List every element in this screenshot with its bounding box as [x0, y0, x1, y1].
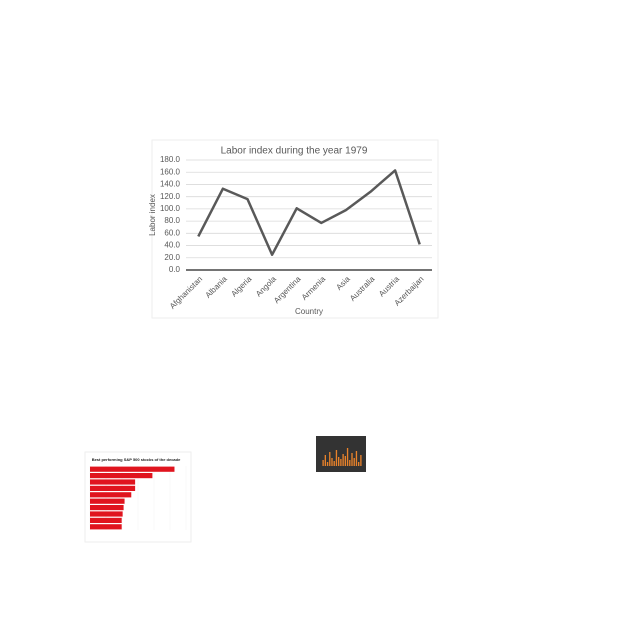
bar: [346, 448, 349, 466]
bar: [90, 511, 123, 517]
y-axis-label: Labor index: [148, 194, 157, 236]
y-tick-label: 0.0: [169, 265, 181, 274]
y-tick-label: 180.0: [160, 155, 181, 164]
bar: [335, 450, 338, 466]
y-tick-label: 60.0: [164, 228, 180, 237]
y-tick-label: 40.0: [164, 241, 180, 250]
bar: [338, 457, 340, 466]
y-tick-label: 120.0: [160, 192, 181, 201]
bar: [355, 451, 358, 466]
bar: [331, 458, 333, 466]
bar: [90, 485, 136, 491]
y-tick-label: 80.0: [164, 216, 180, 225]
bar: [360, 455, 362, 466]
bar: [90, 517, 122, 523]
bar: [90, 505, 124, 511]
x-axis-label: Country: [295, 307, 323, 316]
chart-frame: [151, 139, 439, 319]
bar: [90, 479, 136, 485]
thumbnail-background: [316, 436, 366, 472]
y-tick-label: 160.0: [160, 167, 181, 176]
bar: [333, 461, 335, 466]
bar: [340, 459, 342, 466]
bar: [90, 466, 175, 472]
y-tick-label: 100.0: [160, 204, 181, 213]
bar: [326, 462, 329, 466]
bar: [90, 473, 153, 479]
data-line: [197, 169, 421, 256]
bar: [322, 460, 324, 466]
bar: [90, 524, 122, 530]
bar: [344, 456, 346, 466]
bar: [351, 453, 353, 466]
thumbnail-title: Best performing S&P 500 stocks of the de…: [92, 457, 181, 462]
bar: [349, 460, 351, 466]
bar: [329, 452, 331, 466]
bar: [353, 458, 355, 466]
bar: [324, 455, 326, 466]
y-tick-label: 140.0: [160, 180, 181, 189]
chart-title: Labor index during the year 1979: [221, 146, 368, 157]
bar: [342, 454, 344, 466]
y-tick-label: 20.0: [164, 253, 180, 262]
bar: [358, 462, 360, 466]
bar: [90, 492, 132, 498]
bar: [90, 498, 125, 504]
